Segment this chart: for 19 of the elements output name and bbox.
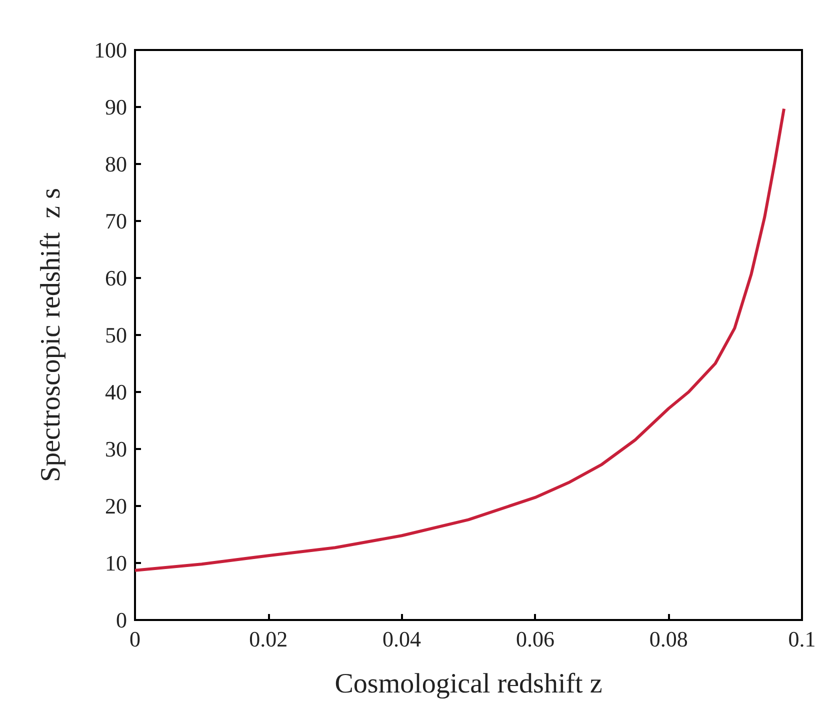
line-series	[134, 107, 786, 572]
x-tick-label: 0.04	[382, 626, 422, 652]
y-tick-label: 60	[105, 266, 127, 290]
y-axis-title: Spectroscopic redshift z s	[36, 188, 66, 482]
y-tick-label: 40	[105, 380, 127, 404]
x-tick-label: 0.06	[516, 626, 554, 652]
y-tick-label: 90	[105, 94, 127, 120]
x-tick-label: 0.1	[788, 626, 816, 652]
y-tick-label: 30	[105, 436, 127, 462]
x-tick-label: 0.02	[249, 626, 288, 652]
y-tick-label: 20	[105, 494, 127, 518]
y-tick-label: 100	[94, 38, 127, 62]
y-tick-label: 10	[105, 550, 127, 576]
y-tick-label: 0	[116, 608, 127, 632]
x-tick-label: 0.08	[649, 626, 688, 652]
x-axis-title: Cosmological redshift z	[334, 668, 602, 700]
y-tick-label: 80	[105, 152, 127, 176]
y-tick-label: 70	[105, 208, 127, 234]
y-tick-label: 50	[105, 322, 127, 348]
